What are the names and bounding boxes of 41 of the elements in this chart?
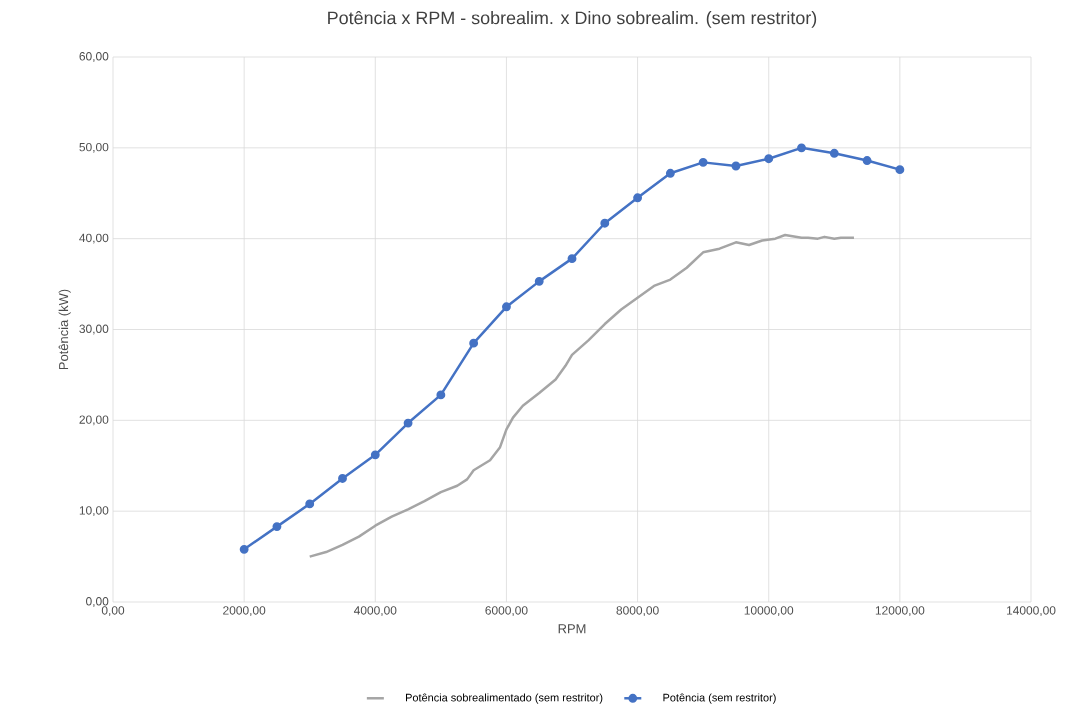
point (469, 338, 479, 348)
point (829, 148, 839, 158)
point (370, 450, 380, 460)
point (403, 418, 413, 428)
y-tick-label: 10,00 (79, 506, 109, 517)
x-tick-label: 10000,00 (744, 606, 794, 617)
point (305, 499, 315, 509)
point (764, 154, 774, 164)
point (239, 544, 249, 554)
y-tick-label: 40,00 (79, 233, 109, 244)
point (731, 161, 741, 171)
y-tick-label: 50,00 (79, 142, 109, 153)
point (338, 474, 347, 483)
x-tick-label: 0,00 (101, 606, 125, 617)
legend-label: Potência sobrealimentado (sem restritor) (406, 693, 603, 704)
point (797, 143, 806, 153)
x-tick-label: 4000,00 (353, 606, 397, 617)
point (502, 302, 511, 312)
y-axis-title: Potência (kW) (58, 289, 71, 370)
x-tick-label: 14000,00 (1006, 606, 1056, 617)
point (600, 218, 610, 228)
y-tick-label: 30,00 (79, 324, 109, 335)
point (272, 522, 282, 532)
legend-label: Potência (sem restritor) (663, 693, 776, 704)
chart-title: Potência x RPM - sobrealim. x Dino sobrealim. (sem restritor) (328, 10, 817, 28)
y-tick-label: 60,00 (79, 52, 109, 62)
y-tick-label: 20,00 (79, 415, 109, 426)
x-axis-title: RPM (558, 624, 586, 634)
point (665, 168, 675, 178)
y-tick-label: 0,00 (86, 597, 109, 607)
point (698, 157, 708, 167)
point (567, 254, 577, 264)
x-tick-label: 2000,00 (223, 606, 266, 617)
x-tick-label: 12000,00 (875, 606, 925, 617)
x-tick-label: 8000,00 (616, 606, 659, 617)
point (633, 193, 643, 203)
point (436, 390, 446, 400)
point (895, 165, 905, 175)
point (534, 276, 544, 286)
x-tick-label: 6000,00 (485, 606, 528, 617)
point (862, 156, 872, 165)
